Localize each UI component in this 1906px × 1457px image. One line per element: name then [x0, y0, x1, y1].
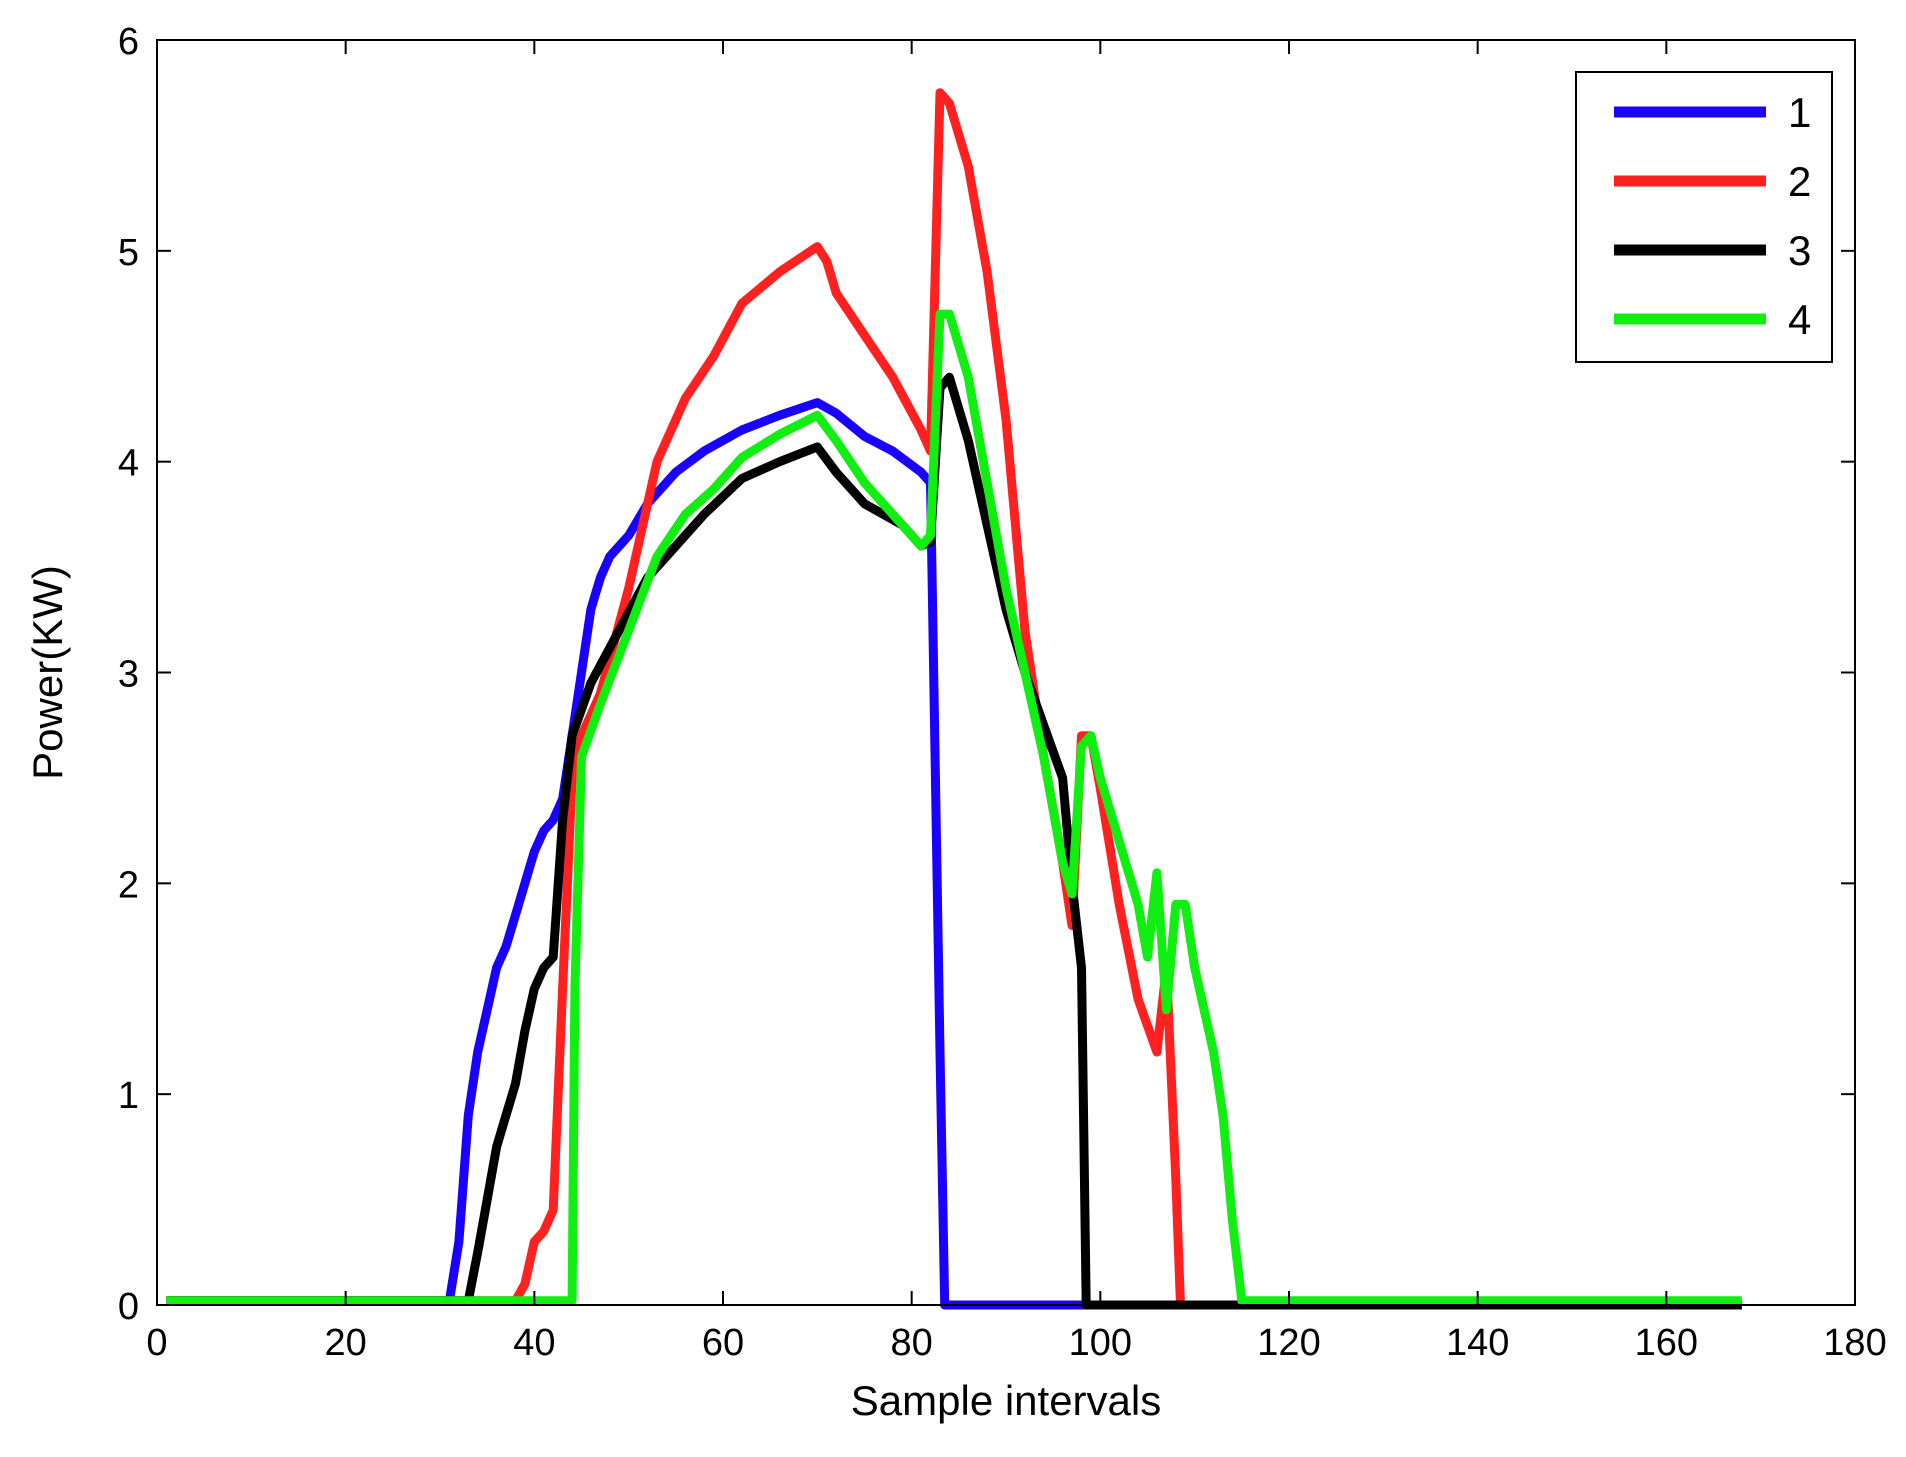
- y-tick-label: 3: [118, 654, 139, 696]
- x-tick-label: 180: [1823, 1322, 1886, 1364]
- x-tick-label: 80: [891, 1322, 933, 1364]
- series-line-4: [166, 309, 1742, 1306]
- x-axis-title: Sample intervals: [851, 1377, 1161, 1424]
- x-tick-label: 0: [146, 1322, 167, 1364]
- y-tick-label: 6: [118, 21, 139, 63]
- y-tick-label: 4: [118, 443, 139, 485]
- y-tick-label: 0: [118, 1286, 139, 1328]
- x-tick-label: 120: [1257, 1322, 1320, 1364]
- x-tick-label: 160: [1635, 1322, 1698, 1364]
- series-line-1: [166, 398, 1742, 1310]
- legend-label-1: 1: [1788, 89, 1811, 136]
- y-tick-label: 1: [118, 1075, 139, 1117]
- legend-label-3: 3: [1788, 227, 1811, 274]
- y-tick-label: 2: [118, 864, 139, 906]
- series-line-3: [166, 372, 1742, 1310]
- y-tick-label: 5: [118, 232, 139, 274]
- legend-label-2: 2: [1788, 158, 1811, 205]
- x-tick-label: 60: [702, 1322, 744, 1364]
- series-line-2: [166, 88, 1742, 1310]
- x-tick-label: 100: [1069, 1322, 1132, 1364]
- legend-label-4: 4: [1788, 296, 1811, 343]
- y-axis-title: Power(KW): [24, 565, 71, 780]
- x-tick-label: 40: [513, 1322, 555, 1364]
- x-tick-label: 20: [325, 1322, 367, 1364]
- x-tick-label: 140: [1446, 1322, 1509, 1364]
